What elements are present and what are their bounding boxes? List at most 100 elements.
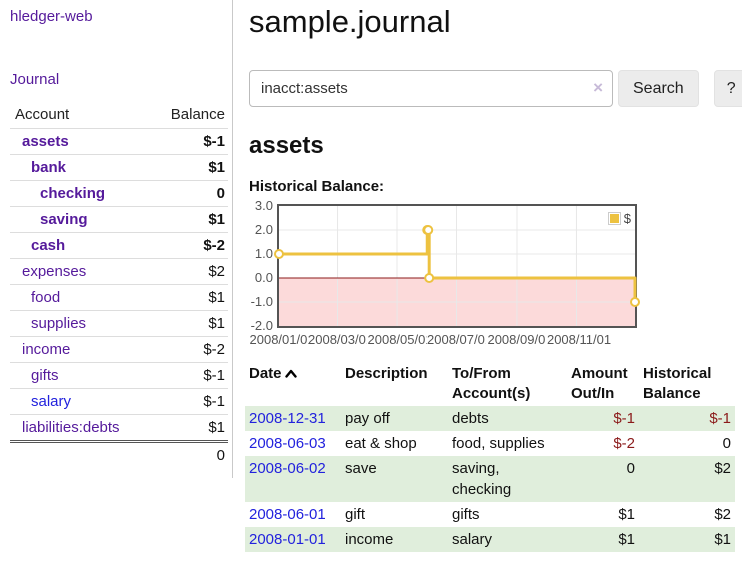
register-cell-date: 2008-06-01 (245, 502, 341, 527)
account-row: assets $-1 (10, 128, 228, 155)
balance-header-line: Balance (643, 385, 701, 402)
main-content: sample.journal × Search ? assets Histori… (233, 0, 742, 552)
account-name-cell: liabilities:debts (10, 414, 150, 442)
accounts-header-row: Account Balance (10, 102, 228, 129)
register-header-date[interactable]: Date (245, 362, 341, 406)
x-tick-label: 2008/05/01 (367, 332, 427, 347)
register-cell-description: pay off (345, 410, 390, 427)
register-row: 2008-01-01 income salary $1 $1 (245, 527, 735, 552)
amount-header-line: Out/In (571, 385, 615, 402)
accounts-header-account: Account (15, 106, 70, 123)
date-header-label: Date (249, 365, 282, 382)
account-link-bank[interactable]: bank (31, 159, 67, 176)
account-name-cell: food (10, 284, 150, 311)
balance-chart: 3.0 2.0 1.0 0.0 -1.0 -2.0 $ 2008/01/01 2008/03… (249, 198, 742, 348)
account-link-food[interactable]: food (31, 289, 61, 306)
register-cell-amount: 0 (626, 460, 635, 477)
account-balance: $-1 (149, 388, 228, 415)
account-link-income[interactable]: income (22, 341, 71, 358)
register-cell-date: 2008-12-31 (245, 406, 341, 431)
account-name-cell: saving (10, 206, 150, 233)
accounts-total-value: 0 (149, 440, 228, 468)
register-row: 2008-12-31 pay off debts $-1 $-1 (245, 406, 735, 431)
account-balance: $-2 (149, 232, 228, 259)
register-cell-balance: 0 (722, 435, 731, 452)
account-row: gifts $-1 (10, 362, 228, 389)
register-header-amount: Amount Out/In (567, 362, 639, 406)
account-balance: $1 (149, 154, 228, 181)
register-cell-description: save (345, 460, 377, 477)
transaction-date-link[interactable]: 2008-06-01 (249, 506, 326, 523)
x-tick-label: 2008/03/01 (308, 332, 368, 347)
x-tick-label: 2008/11/01 (546, 332, 612, 347)
x-tick-label: 2008/09/01 (487, 332, 547, 347)
y-tick-label: -2.0 (250, 318, 273, 333)
account-name-cell: assets (10, 128, 150, 155)
transaction-date-link[interactable]: 2008-12-31 (249, 410, 326, 427)
register-row: 2008-06-01 gift gifts $1 $2 (245, 502, 735, 527)
account-balance: 0 (149, 180, 228, 207)
register-cell-amount: $-1 (613, 410, 635, 427)
account-link-gifts[interactable]: gifts (31, 367, 59, 384)
page-title: sample.journal (249, 4, 451, 39)
account-heading: assets (249, 132, 324, 159)
register-cell-balance: $-1 (709, 410, 731, 427)
account-link-supplies[interactable]: supplies (31, 315, 87, 332)
account-link-cash[interactable]: cash (31, 237, 66, 254)
account-link-saving[interactable]: saving (40, 211, 88, 228)
chart-legend: $ (607, 211, 631, 226)
account-row: supplies $1 (10, 310, 228, 337)
brand-link[interactable]: hledger-web (10, 8, 93, 25)
register-row: 2008-06-03 eat & shop food, supplies $-2 0 (245, 431, 735, 456)
register-cell-description: income (345, 531, 394, 548)
transaction-date-link[interactable]: 2008-06-02 (249, 460, 326, 477)
sidebar-item-journal[interactable]: Journal (10, 71, 60, 88)
account-balance: $1 (149, 206, 228, 233)
account-name-cell: bank (10, 154, 150, 181)
account-row: checking 0 (10, 180, 228, 207)
account-names-line: checking (452, 481, 512, 498)
account-balance: $1 (149, 284, 228, 311)
app: hledger-web Journal Account Balance asse… (0, 0, 742, 552)
transaction-date-link[interactable]: 2008-06-03 (249, 435, 326, 452)
account-link-liabilities-debts[interactable]: liabilities:debts (22, 419, 120, 436)
register-cell-balance: $2 (714, 506, 731, 523)
y-tick-label: 1.0 (254, 246, 273, 261)
register-cell-accounts: salary (448, 527, 567, 552)
search-button[interactable]: Search (618, 70, 699, 107)
help-button[interactable]: ? (713, 70, 742, 107)
account-row: income $-2 (10, 336, 228, 363)
x-tick-label: 2008/01/01 (249, 332, 309, 347)
register-cell-accounts: gifts (448, 502, 567, 527)
register-cell-date: 2008-06-03 (245, 431, 341, 456)
clear-search-icon[interactable]: × (593, 78, 603, 97)
register-cell-date: 2008-01-01 (245, 527, 341, 552)
accounts-header-balance: Balance (170, 106, 225, 123)
register-table-body: 2008-12-31 pay off debts $-1 $-1 2008-06-03 ea… (245, 406, 735, 552)
account-link-checking[interactable]: checking (40, 185, 106, 202)
transaction-date-link[interactable]: 2008-01-01 (249, 531, 326, 548)
account-link-salary[interactable]: salary (31, 393, 72, 410)
series-label: $ (623, 211, 631, 226)
y-tick-label: 0.0 (254, 270, 273, 285)
search-input[interactable] (249, 70, 613, 107)
accounts-header-line: Account(s) (452, 385, 531, 402)
account-link-assets[interactable]: assets (22, 133, 69, 150)
account-row: expenses $2 (10, 258, 228, 285)
account-name-cell: checking (10, 180, 150, 207)
y-tick-label: -1.0 (250, 294, 273, 309)
account-names-line: debts (452, 410, 489, 427)
register-cell-balance: $2 (714, 460, 731, 477)
account-row: liabilities:debts $1 (10, 414, 228, 442)
sidebar: hledger-web Journal Account Balance asse… (0, 0, 233, 478)
balance-header-line: Historical (643, 365, 712, 382)
accounts-table-body: assets $-1 bank $1 checking 0 saving $1 cash $-2 e… (10, 128, 228, 442)
account-balance: $2 (149, 258, 228, 285)
search-form: × Search ? (249, 70, 742, 107)
account-link-expenses[interactable]: expenses (22, 263, 87, 280)
account-balance: $1 (149, 414, 228, 442)
account-balance: $-2 (149, 336, 228, 363)
register-cell-accounts: food, supplies (448, 431, 567, 456)
accounts-total-spacer (10, 440, 150, 468)
register-header-balance: Historical Balance (639, 362, 735, 406)
